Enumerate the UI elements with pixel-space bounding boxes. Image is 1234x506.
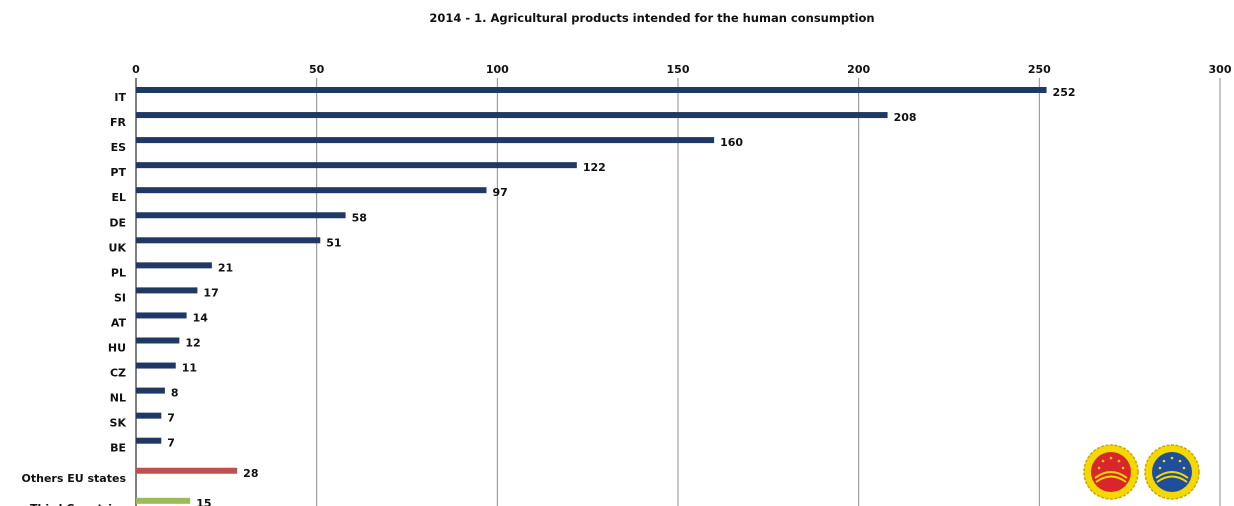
bar-uk [136,237,321,244]
data-label: 97 [492,186,507,199]
bar-third-countries [136,497,191,504]
data-label: 7 [167,412,175,425]
x-tick-label: 0 [132,63,140,76]
category-label: FR [110,116,127,129]
data-label: 15 [196,497,211,506]
x-tick-label: 200 [847,63,870,76]
bar-be [136,437,162,444]
bar-at [136,312,187,319]
x-axis-ticks: 0 50 100 150 200 250 300 [132,63,1232,76]
bar-si [136,287,198,294]
chart-title: 2014 - 1. Agricultural products intended… [429,11,875,25]
category-label: NL [110,392,126,405]
category-label: SI [114,291,126,304]
data-label: 252 [1053,86,1076,99]
bar-nl [136,387,165,394]
category-label: Others EU states [22,472,127,485]
x-tick-label: 150 [667,63,690,76]
category-label: IT [114,91,126,104]
data-label: 17 [203,286,218,299]
category-label: DE [109,216,126,229]
x-tick-label: 100 [486,63,509,76]
data-label: 122 [583,161,606,174]
category-label: CZ [110,367,126,380]
data-label: 14 [193,311,209,324]
category-labels: IT FR ES PT EL DE UK PL SI AT HU CZ NL SK BE Others EU … [22,91,127,506]
data-label: 21 [218,261,233,274]
category-label: PL [111,266,126,279]
bar-fr [136,112,888,119]
bar-cz [136,362,176,369]
bar-de [136,212,346,219]
gridlines [135,78,1221,506]
bar-it [136,87,1047,93]
bar-el [136,187,487,194]
data-label: 12 [185,337,200,350]
data-label: 51 [326,236,341,249]
bar-pt [136,162,577,169]
data-label: 11 [182,362,197,375]
logo-group [1083,444,1200,500]
category-label: EL [111,191,126,204]
pdo-seal-icon [1083,444,1139,500]
data-label: 8 [171,387,179,400]
category-label: SK [110,417,127,430]
data-label: 28 [243,467,258,480]
bar-others-eu-states [136,467,238,474]
category-label: UK [109,241,127,254]
category-label: Third Countries [30,502,126,506]
bar-sk [136,412,162,419]
x-tick-label: 50 [309,63,325,76]
data-label: 7 [167,437,175,450]
category-label: ES [111,141,127,154]
bar-es [136,137,715,144]
category-label: HU [108,342,126,355]
data-label: 160 [720,136,743,149]
category-label: PT [110,166,126,179]
x-tick-label: 250 [1028,63,1051,76]
bars [136,87,1047,504]
x-tick-label: 300 [1209,63,1232,76]
data-label: 58 [352,211,367,224]
bar-pl [136,262,212,269]
bar-hu [136,337,180,344]
pgi-seal-icon [1144,444,1200,500]
category-label: BE [110,442,126,455]
data-label: 208 [894,111,917,124]
category-label: AT [111,316,127,329]
